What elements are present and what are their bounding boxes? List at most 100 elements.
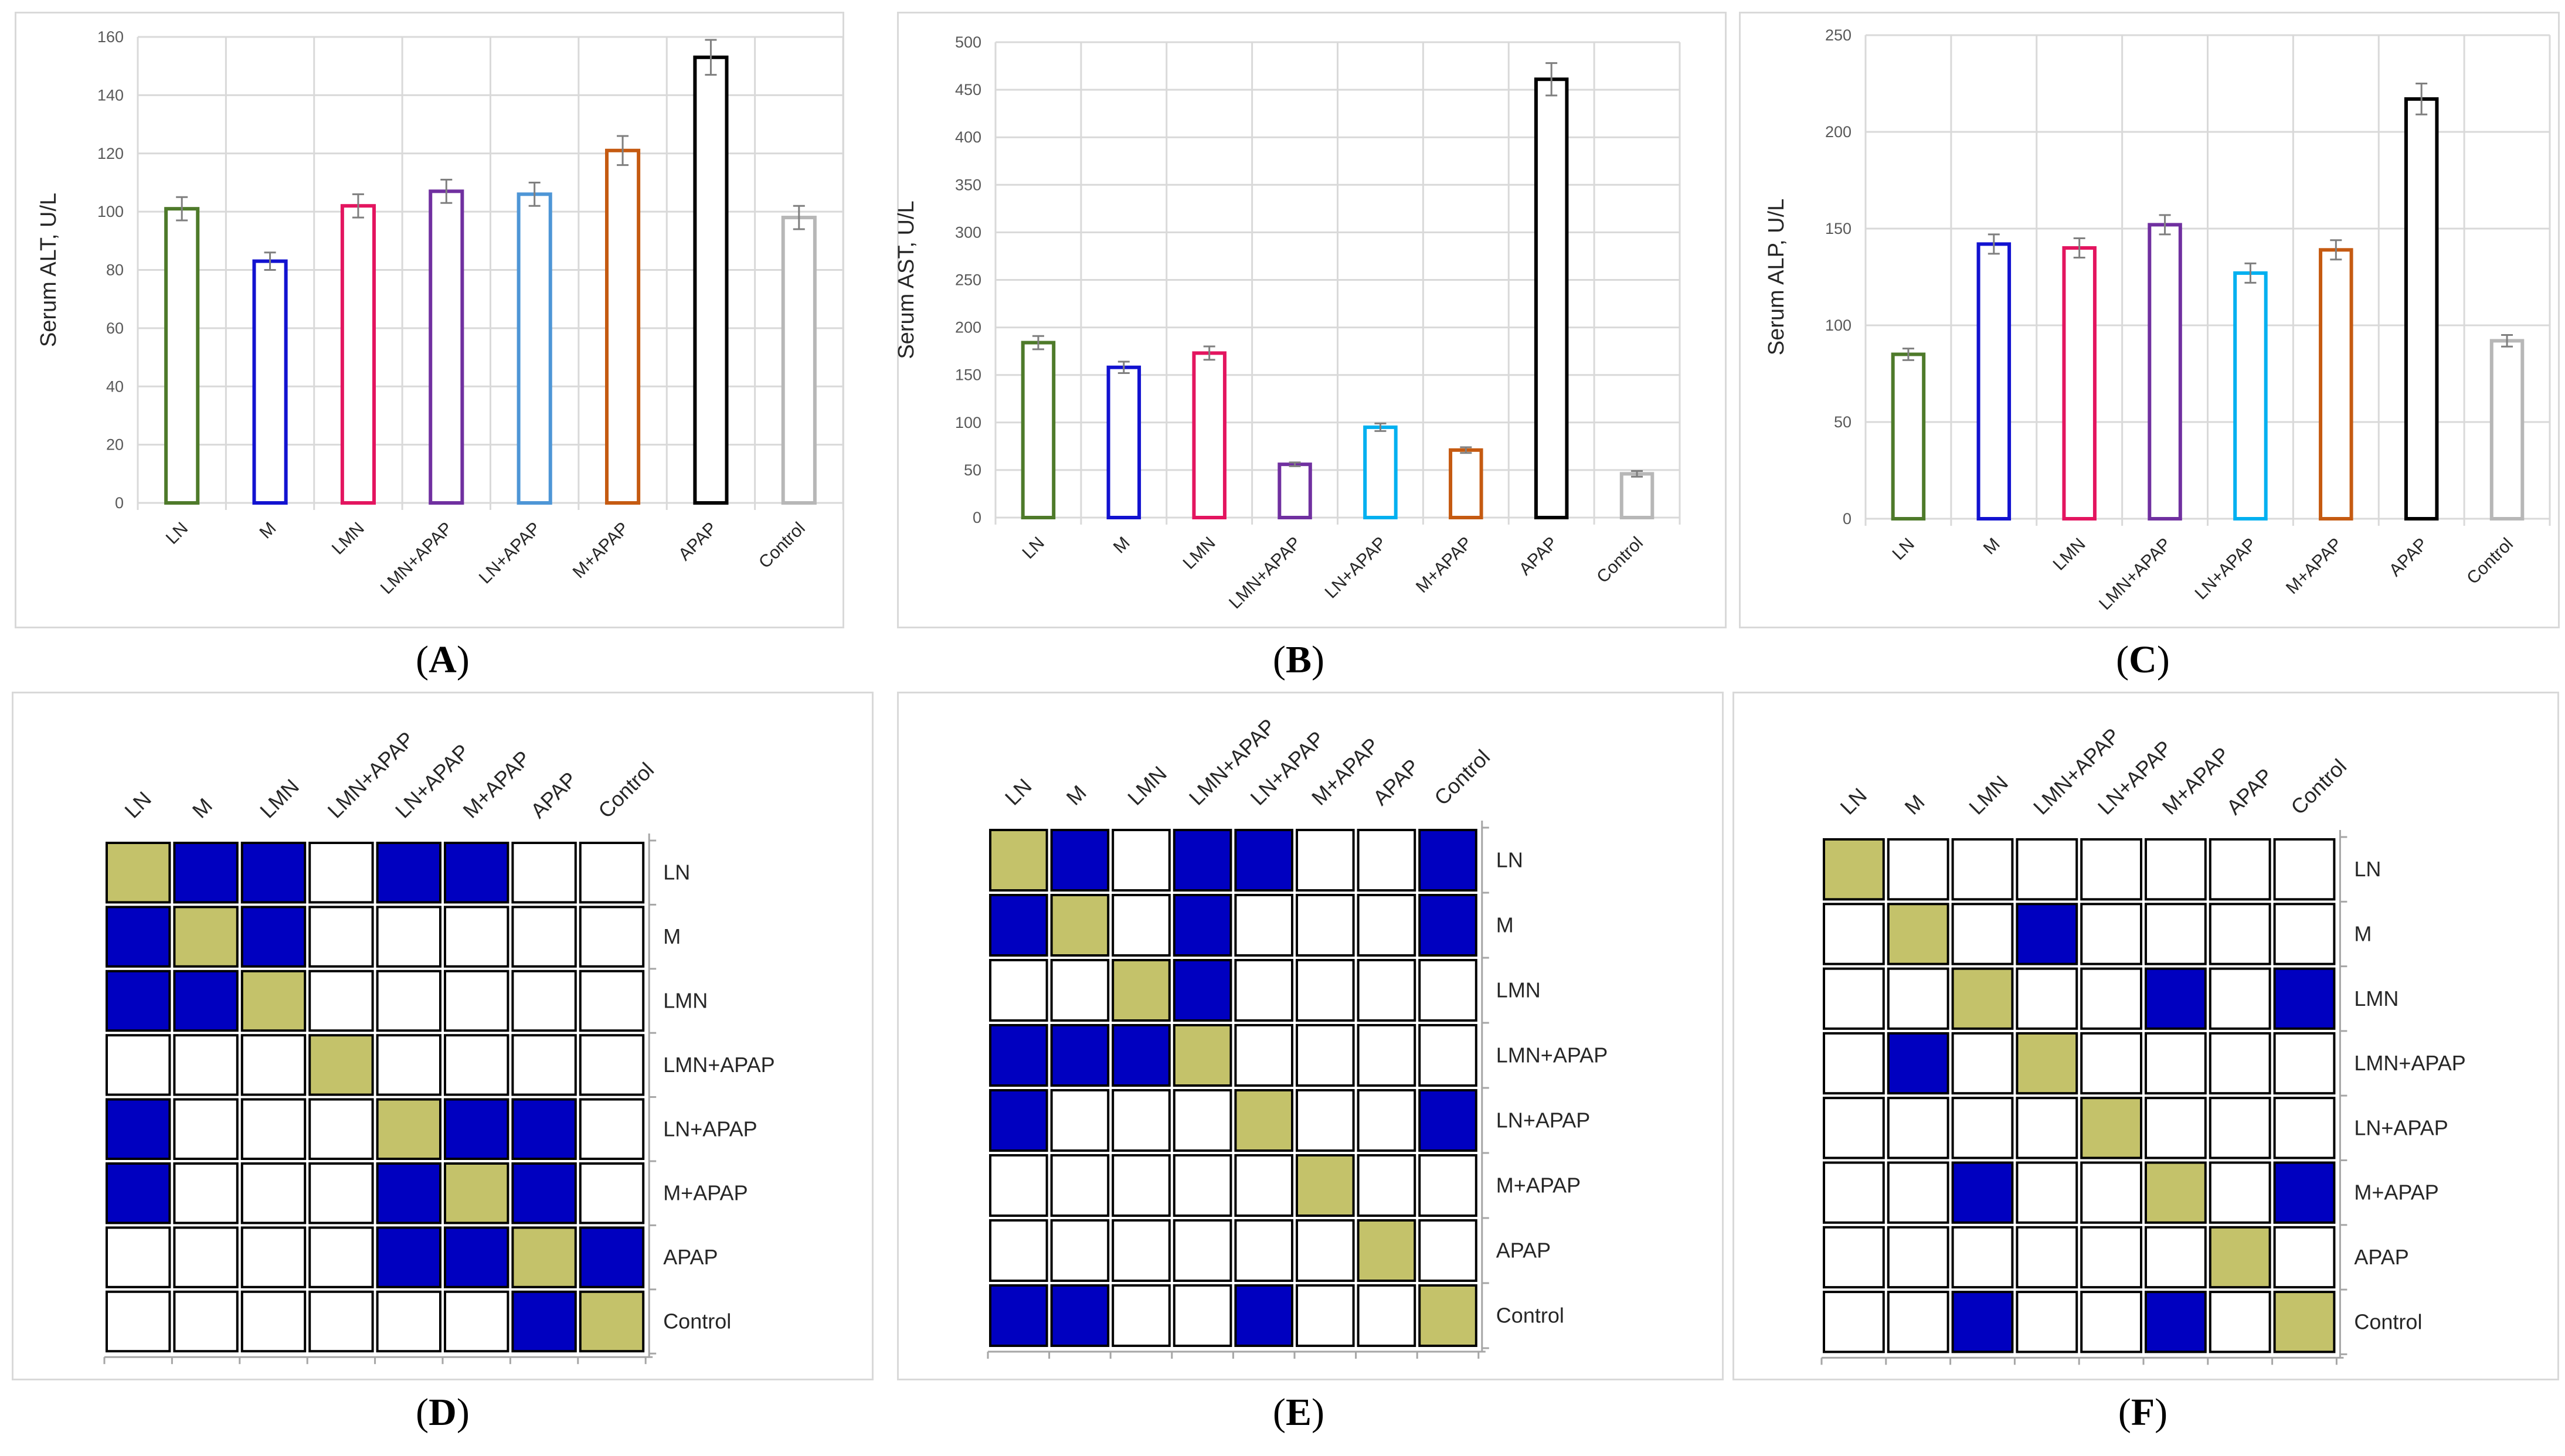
heatmap-f-cell <box>2209 1161 2271 1224</box>
chart-a-bar-apap <box>693 55 729 505</box>
heatmap-d-cell <box>308 1290 374 1353</box>
chart-a-bar-control <box>781 216 817 505</box>
heatmap-f-col-label: APAP <box>2221 764 2277 819</box>
chart-b-ytick-label: 300 <box>955 223 981 241</box>
heatmap-d-row-label: M+APAP <box>663 1181 748 1205</box>
heatmap-f-cell <box>2080 903 2142 965</box>
chart-c-bar-apap <box>2404 97 2439 521</box>
heatmap-e-cell <box>1234 1089 1293 1152</box>
chart-b-ylabel: Serum AST, U/L <box>894 200 919 359</box>
heatmap-e-cell <box>1112 1089 1171 1152</box>
heatmap-d-cell <box>173 1098 239 1160</box>
chart-a-ylabel: Serum ALT, U/L <box>36 193 61 347</box>
heatmap-f-cell <box>2209 967 2271 1030</box>
heatmap-d-cell <box>308 906 374 968</box>
heatmap-d-cell <box>511 969 577 1032</box>
heatmap-f-cell <box>1823 1097 1885 1159</box>
chart-b-bar-m-apap <box>1449 448 1483 520</box>
caption-b: (B) <box>1273 638 1324 681</box>
chart-c-ytick-label: 250 <box>1825 26 1851 44</box>
heatmap-d-cell <box>106 1290 171 1353</box>
heatmap-e-cell <box>1357 894 1416 957</box>
heatmap-d-cell <box>173 1290 239 1353</box>
heatmap-e-row-label: LMN+APAP <box>1496 1043 1608 1067</box>
heatmap-d-cell <box>173 1034 239 1096</box>
chart-b-ytick-label: 250 <box>955 271 981 289</box>
heatmap-e-cell <box>1112 1284 1171 1347</box>
heatmap-f-row-label: LMN+APAP <box>2354 1051 2465 1075</box>
chart-a-bar-ln <box>164 207 200 505</box>
chart-b-ytick-label: 0 <box>973 509 981 526</box>
heatmap-f-cell <box>1951 838 2014 901</box>
heatmap-e-row-label: LN <box>1496 848 1523 872</box>
heatmap-e-cell <box>1357 1089 1416 1152</box>
heatmap-f-cell <box>1823 1226 1885 1289</box>
heatmap-d-cell <box>444 842 509 904</box>
heatmap-e-cell <box>1173 1284 1232 1347</box>
heatmap-d-cell <box>308 1034 374 1096</box>
heatmap-f-cell <box>1823 838 1885 901</box>
heatmap-f-cell <box>2145 1291 2207 1353</box>
heatmap-f-row-label: M+APAP <box>2354 1181 2438 1205</box>
heatmap-d-cell <box>376 1034 441 1096</box>
heatmap-d-cell <box>511 906 577 968</box>
caption-c: (C) <box>2116 638 2170 681</box>
heatmap-e-cell <box>1296 1089 1355 1152</box>
heatmap-d-cell <box>444 1226 509 1288</box>
heatmap-d-cell <box>106 842 171 904</box>
chart-a-ytick-label: 40 <box>106 377 124 395</box>
chart-b-ytick-label: 350 <box>955 176 981 193</box>
heatmap-d-cell <box>106 1226 171 1288</box>
heatmap-d-cell <box>240 1034 307 1096</box>
heatmap-e-cell <box>989 959 1048 1022</box>
heatmap-f-cell <box>1823 1161 1885 1224</box>
chart-a-ytick-label: 160 <box>97 28 124 46</box>
chart-c-ytick-label: 200 <box>1825 123 1851 141</box>
chart-a-ytick-label: 20 <box>106 436 124 454</box>
chart-b-bar-ln-apap <box>1363 425 1398 519</box>
heatmap-f-row-label: APAP <box>2354 1245 2408 1269</box>
heatmap-f-cell <box>1951 1032 2014 1095</box>
chart-a-ytick-label: 60 <box>106 319 124 337</box>
chart-c-ytick-label: 0 <box>1843 510 1851 528</box>
heatmap-e-cell <box>1234 1219 1293 1282</box>
caption-f: (F) <box>2118 1391 2168 1434</box>
heatmap-e-row-label: M+APAP <box>1496 1173 1581 1198</box>
heatmap-f-col-label: LMN <box>1964 771 2013 819</box>
heatmap-d-cell <box>173 1226 239 1288</box>
chart-a-bar-lmn-apap <box>429 189 464 505</box>
heatmap-f-cell <box>2273 1226 2336 1289</box>
heatmap-e-cell <box>1357 1219 1416 1282</box>
chart-b-ytick-label: 100 <box>955 414 981 431</box>
heatmap-e-row-label: Control <box>1496 1304 1564 1328</box>
heatmap-f-cell <box>2145 967 2207 1030</box>
heatmap-d-cell <box>106 1034 171 1096</box>
heatmap-d-cell <box>579 1226 645 1288</box>
heatmap-d-cell <box>511 1098 577 1160</box>
heatmap-e-cell <box>1234 1284 1293 1347</box>
heatmap-f-cell <box>1887 838 1949 901</box>
chart-c-bar-ln <box>1891 352 1926 521</box>
heatmap-f-cell <box>2145 903 2207 965</box>
heatmap-f-cell <box>2273 1291 2336 1353</box>
heatmap-d-cell <box>240 1290 307 1353</box>
heatmap-d-cell <box>308 842 374 904</box>
heatmap-e-cell <box>1418 1284 1477 1347</box>
chart-c-ytick-label: 100 <box>1825 317 1851 334</box>
heatmap-d-cell <box>308 969 374 1032</box>
heatmap-f-col-label: Control <box>2286 754 2351 819</box>
heatmap-d-cell <box>308 1162 374 1224</box>
heatmap-f-col-label: LN <box>1836 783 1872 819</box>
heatmap-e-cell <box>1050 829 1110 892</box>
heatmap-f-cell <box>2080 1032 2142 1095</box>
heatmap-e-cell <box>1050 894 1110 957</box>
heatmap-f-cell <box>1887 1161 1949 1224</box>
heatmap-f-row-label: Control <box>2354 1309 2422 1333</box>
heatmap-f-cell <box>1823 1291 1885 1353</box>
heatmap-f-cell <box>2273 967 2336 1030</box>
heatmap-f-cell <box>2080 1226 2142 1289</box>
heatmap-d-cell <box>376 906 441 968</box>
heatmap-f-cell <box>2016 903 2078 965</box>
